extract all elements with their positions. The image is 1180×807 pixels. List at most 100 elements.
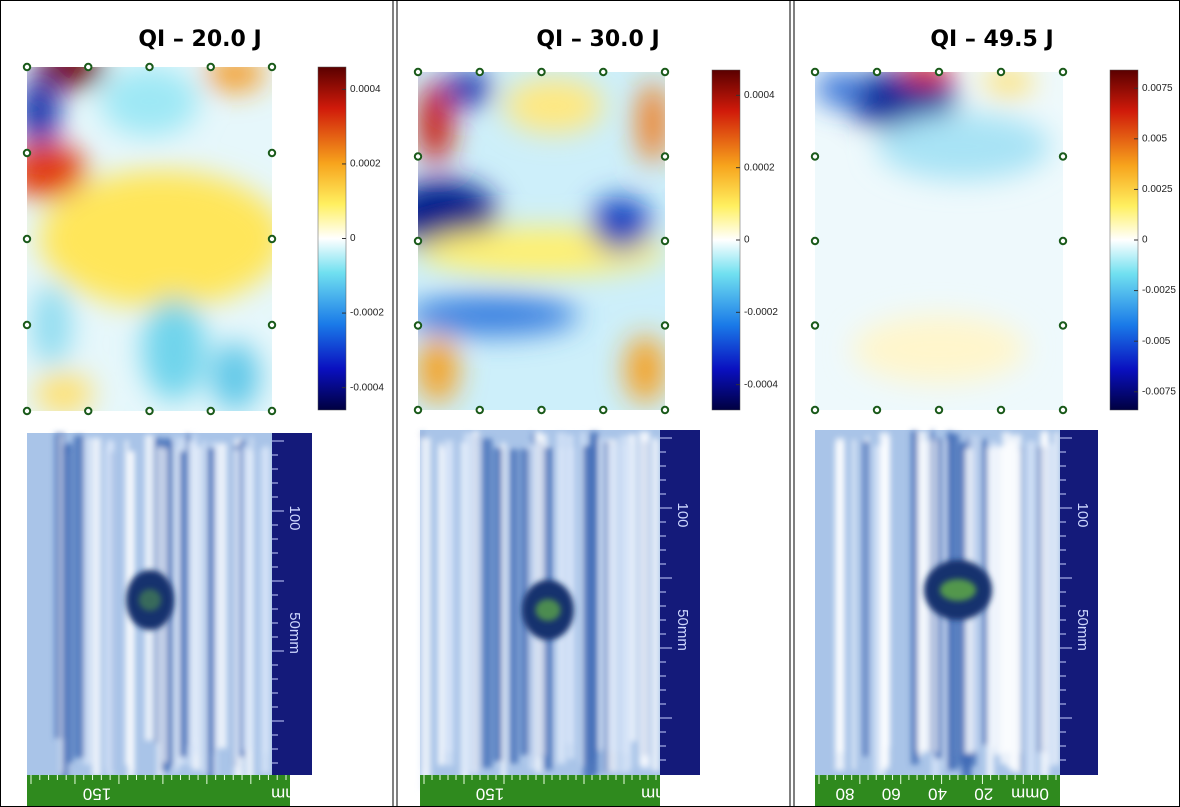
cscan-stripe bbox=[1040, 433, 1050, 778]
sensor bbox=[1058, 321, 1068, 330]
sensor bbox=[22, 234, 32, 244]
defect bbox=[138, 589, 162, 611]
sensor bbox=[413, 321, 423, 330]
sensor bbox=[22, 406, 32, 416]
panel: QI – 20.0 J 0.0004 0.0002 0 -0.0002 -0.0004 10… bbox=[22, 27, 384, 806]
map-blob bbox=[27, 77, 59, 147]
colorbar-label: 0 bbox=[350, 233, 356, 244]
cscan-stripe bbox=[173, 436, 177, 774]
map-field bbox=[418, 72, 665, 404]
strain-map bbox=[815, 72, 1063, 410]
bottom-ruler bbox=[420, 775, 660, 806]
sensor bbox=[475, 67, 484, 77]
sensor bbox=[660, 405, 670, 415]
ruler-label: 50mm bbox=[286, 612, 303, 654]
sensor bbox=[475, 405, 484, 415]
map-blob bbox=[39, 170, 272, 308]
map-blob bbox=[36, 67, 106, 88]
map-blob bbox=[637, 82, 665, 164]
sensor bbox=[22, 320, 32, 330]
bottom-ruler-label: 150 bbox=[83, 785, 111, 804]
cscan-stripe bbox=[127, 451, 135, 791]
colorbar-label: 0.0002 bbox=[350, 159, 381, 170]
cscan-stripe bbox=[880, 445, 885, 778]
ruler-label: 100 bbox=[286, 505, 303, 530]
cscan-stripe bbox=[500, 442, 507, 783]
map-blob bbox=[210, 342, 260, 411]
cscan-stripe bbox=[420, 447, 423, 791]
sensor bbox=[810, 405, 820, 415]
bottom-ruler-label: 0mm bbox=[271, 785, 309, 804]
colorbar-label: 0.0025 bbox=[1142, 184, 1173, 195]
sensor bbox=[22, 62, 32, 72]
map-blob bbox=[34, 373, 94, 411]
sensor bbox=[413, 236, 423, 246]
cscan-stripe bbox=[509, 449, 519, 764]
sensor bbox=[1058, 405, 1068, 415]
sensor bbox=[267, 406, 277, 416]
cscan-stripe bbox=[61, 444, 69, 782]
map-blob bbox=[31, 283, 72, 367]
cscan-stripe bbox=[185, 434, 190, 746]
sensor bbox=[810, 67, 820, 77]
map-blob bbox=[205, 67, 265, 92]
map-blob bbox=[625, 335, 665, 404]
cscan-stripe bbox=[566, 434, 574, 744]
colorbar-label: -0.0075 bbox=[1142, 386, 1176, 397]
cscan-stripe bbox=[482, 438, 493, 768]
cscan-stripe bbox=[420, 437, 431, 783]
cscan-stripe bbox=[176, 447, 179, 771]
ruler-label: 100 bbox=[1074, 502, 1091, 527]
strain-map bbox=[27, 67, 272, 411]
sensor bbox=[537, 405, 546, 415]
sensor bbox=[145, 406, 154, 416]
sensor bbox=[599, 405, 608, 415]
cscan-stripe bbox=[211, 447, 215, 754]
cscan-stripe bbox=[608, 445, 619, 752]
cscan-stripe bbox=[59, 435, 63, 774]
ruler-label: 50mm bbox=[1074, 609, 1091, 651]
cscan-stripe bbox=[592, 438, 596, 762]
cscan-stripe bbox=[438, 447, 444, 765]
cscan-stripe bbox=[619, 435, 631, 773]
cscan-stripe bbox=[627, 443, 633, 769]
colorbar bbox=[317, 66, 347, 411]
map-blob bbox=[847, 72, 957, 130]
sensor bbox=[996, 67, 1006, 77]
cscan-stripe bbox=[862, 441, 869, 757]
sensor bbox=[267, 320, 277, 330]
strain-map bbox=[418, 72, 665, 410]
sensor bbox=[810, 321, 820, 330]
bottom-ruler-label: 60 bbox=[882, 785, 901, 804]
cscan-stripe bbox=[852, 439, 856, 770]
sensor bbox=[267, 234, 277, 244]
cscan-stripe bbox=[1002, 432, 1011, 753]
bottom-ruler bbox=[815, 775, 1060, 806]
panel: QI – 49.5 J 0.0075 0.005 0.0025 0 -0.0025 -0.0… bbox=[810, 27, 1176, 806]
panel-title: QI – 49.5 J bbox=[930, 27, 1053, 52]
ruler bbox=[272, 433, 312, 775]
cscan-stripe bbox=[83, 437, 92, 765]
ruler-label: 100 bbox=[674, 502, 691, 527]
sensor bbox=[872, 405, 882, 415]
map-blob bbox=[418, 295, 579, 336]
cscan-stripe bbox=[188, 440, 194, 767]
panel-title: QI – 30.0 J bbox=[536, 27, 659, 52]
cscan-stripe bbox=[884, 437, 890, 766]
colorbar-label: -0.0025 bbox=[1142, 285, 1176, 296]
colorbar bbox=[711, 69, 741, 411]
cscan-stripe bbox=[193, 433, 197, 741]
cscan-stripe bbox=[580, 432, 586, 766]
cscan-stripe bbox=[207, 448, 215, 789]
sensor bbox=[267, 62, 277, 72]
cscan-stripe bbox=[628, 434, 637, 742]
sensor bbox=[413, 67, 423, 77]
sensor bbox=[872, 67, 882, 77]
sensor bbox=[934, 67, 944, 77]
colorbar-label: 0.0004 bbox=[350, 84, 381, 95]
cscan-stripe bbox=[1047, 443, 1056, 766]
sensor bbox=[996, 405, 1006, 415]
cscan-stripe bbox=[873, 445, 880, 779]
colorbar-label: 0.0004 bbox=[744, 90, 775, 101]
